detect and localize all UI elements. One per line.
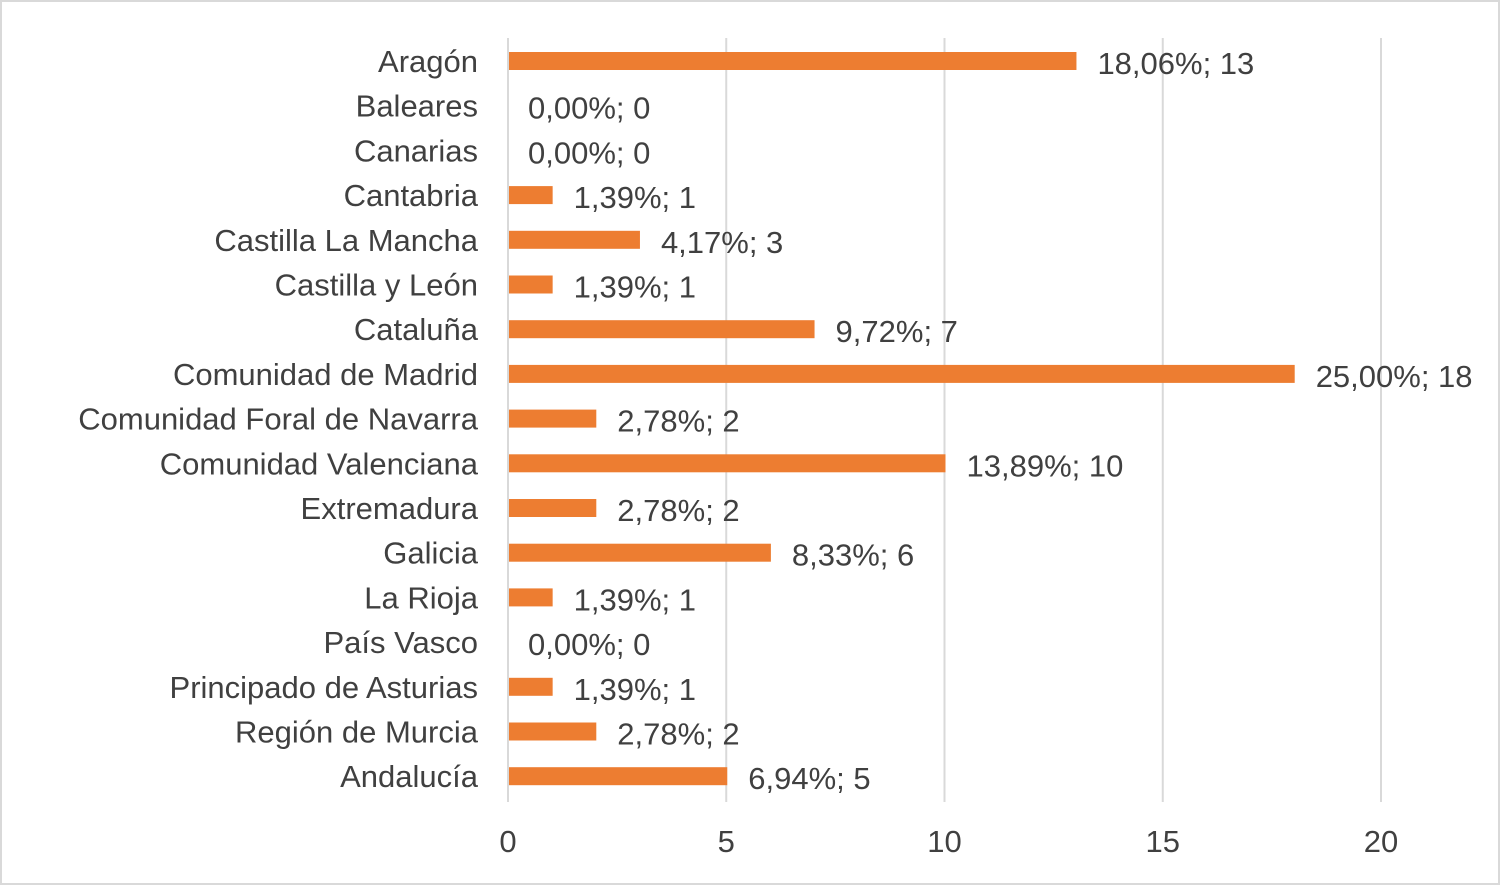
data-label: 2,78%; 2 (617, 717, 739, 752)
data-label: 0,00%; 0 (528, 91, 650, 126)
data-label: 9,72%; 7 (836, 314, 958, 349)
bar (509, 364, 1295, 383)
bar (509, 230, 640, 249)
data-label: 4,17%; 3 (661, 225, 783, 260)
data-label: 1,39%; 1 (574, 180, 696, 215)
bar (509, 588, 553, 607)
data-label: 8,33%; 6 (792, 538, 914, 573)
bar (509, 454, 946, 473)
category-label: Canarias (354, 133, 478, 168)
data-label: 1,39%; 1 (574, 582, 696, 617)
data-label: 25,00%; 18 (1316, 359, 1473, 394)
bar (509, 275, 553, 294)
category-label: Cantabria (344, 178, 479, 213)
data-label: 6,94%; 5 (748, 761, 870, 796)
data-label: 1,39%; 1 (574, 672, 696, 707)
category-label: Aragón (378, 44, 478, 79)
data-label: 13,89%; 10 (967, 448, 1124, 483)
data-label: 2,78%; 2 (617, 493, 739, 528)
gridlines (507, 38, 1382, 802)
x-tick-label: 20 (1364, 824, 1398, 859)
category-label: Comunidad de Madrid (173, 357, 478, 392)
data-labels: 18,06%; 13 0,00%; 0 0,00%; 0 1,39%; 1 4,17%;… (528, 46, 1473, 796)
category-label: País Vasco (323, 625, 478, 660)
category-labels: Aragón Baleares Canarias Cantabria Castilla … (78, 44, 479, 794)
category-label: Galicia (383, 536, 479, 571)
category-label: Comunidad Valenciana (160, 446, 479, 481)
x-tick-label: 10 (927, 824, 961, 859)
bars (509, 52, 1295, 786)
x-axis-tick-labels: 0 5 10 15 20 (499, 824, 1398, 859)
category-label: Comunidad Foral de Navarra (78, 402, 479, 437)
bar (509, 499, 597, 517)
category-label: Baleares (356, 89, 478, 124)
data-label: 18,06%; 13 (1097, 46, 1254, 81)
category-label: Principado de Asturias (170, 670, 478, 705)
bar (509, 186, 553, 205)
x-tick-label: 0 (499, 824, 516, 859)
bar (509, 52, 1077, 70)
bar (509, 409, 597, 428)
category-label: Andalucía (340, 759, 479, 794)
category-label: La Rioja (364, 580, 478, 615)
x-tick-label: 5 (718, 824, 735, 859)
bar (509, 543, 771, 562)
category-label: Extremadura (301, 491, 479, 526)
data-label: 0,00%; 0 (528, 627, 650, 662)
category-label: Cataluña (354, 312, 479, 347)
data-label: 2,78%; 2 (617, 404, 739, 439)
data-label: 0,00%; 0 (528, 135, 650, 170)
category-label: Castilla La Mancha (214, 223, 478, 258)
bar (509, 722, 597, 741)
category-label: Castilla y León (275, 268, 478, 303)
bar (509, 767, 728, 786)
x-tick-label: 15 (1146, 824, 1180, 859)
bar (509, 320, 815, 339)
bar (509, 677, 553, 696)
data-label: 1,39%; 1 (574, 270, 696, 305)
category-label: Región de Murcia (235, 715, 479, 750)
